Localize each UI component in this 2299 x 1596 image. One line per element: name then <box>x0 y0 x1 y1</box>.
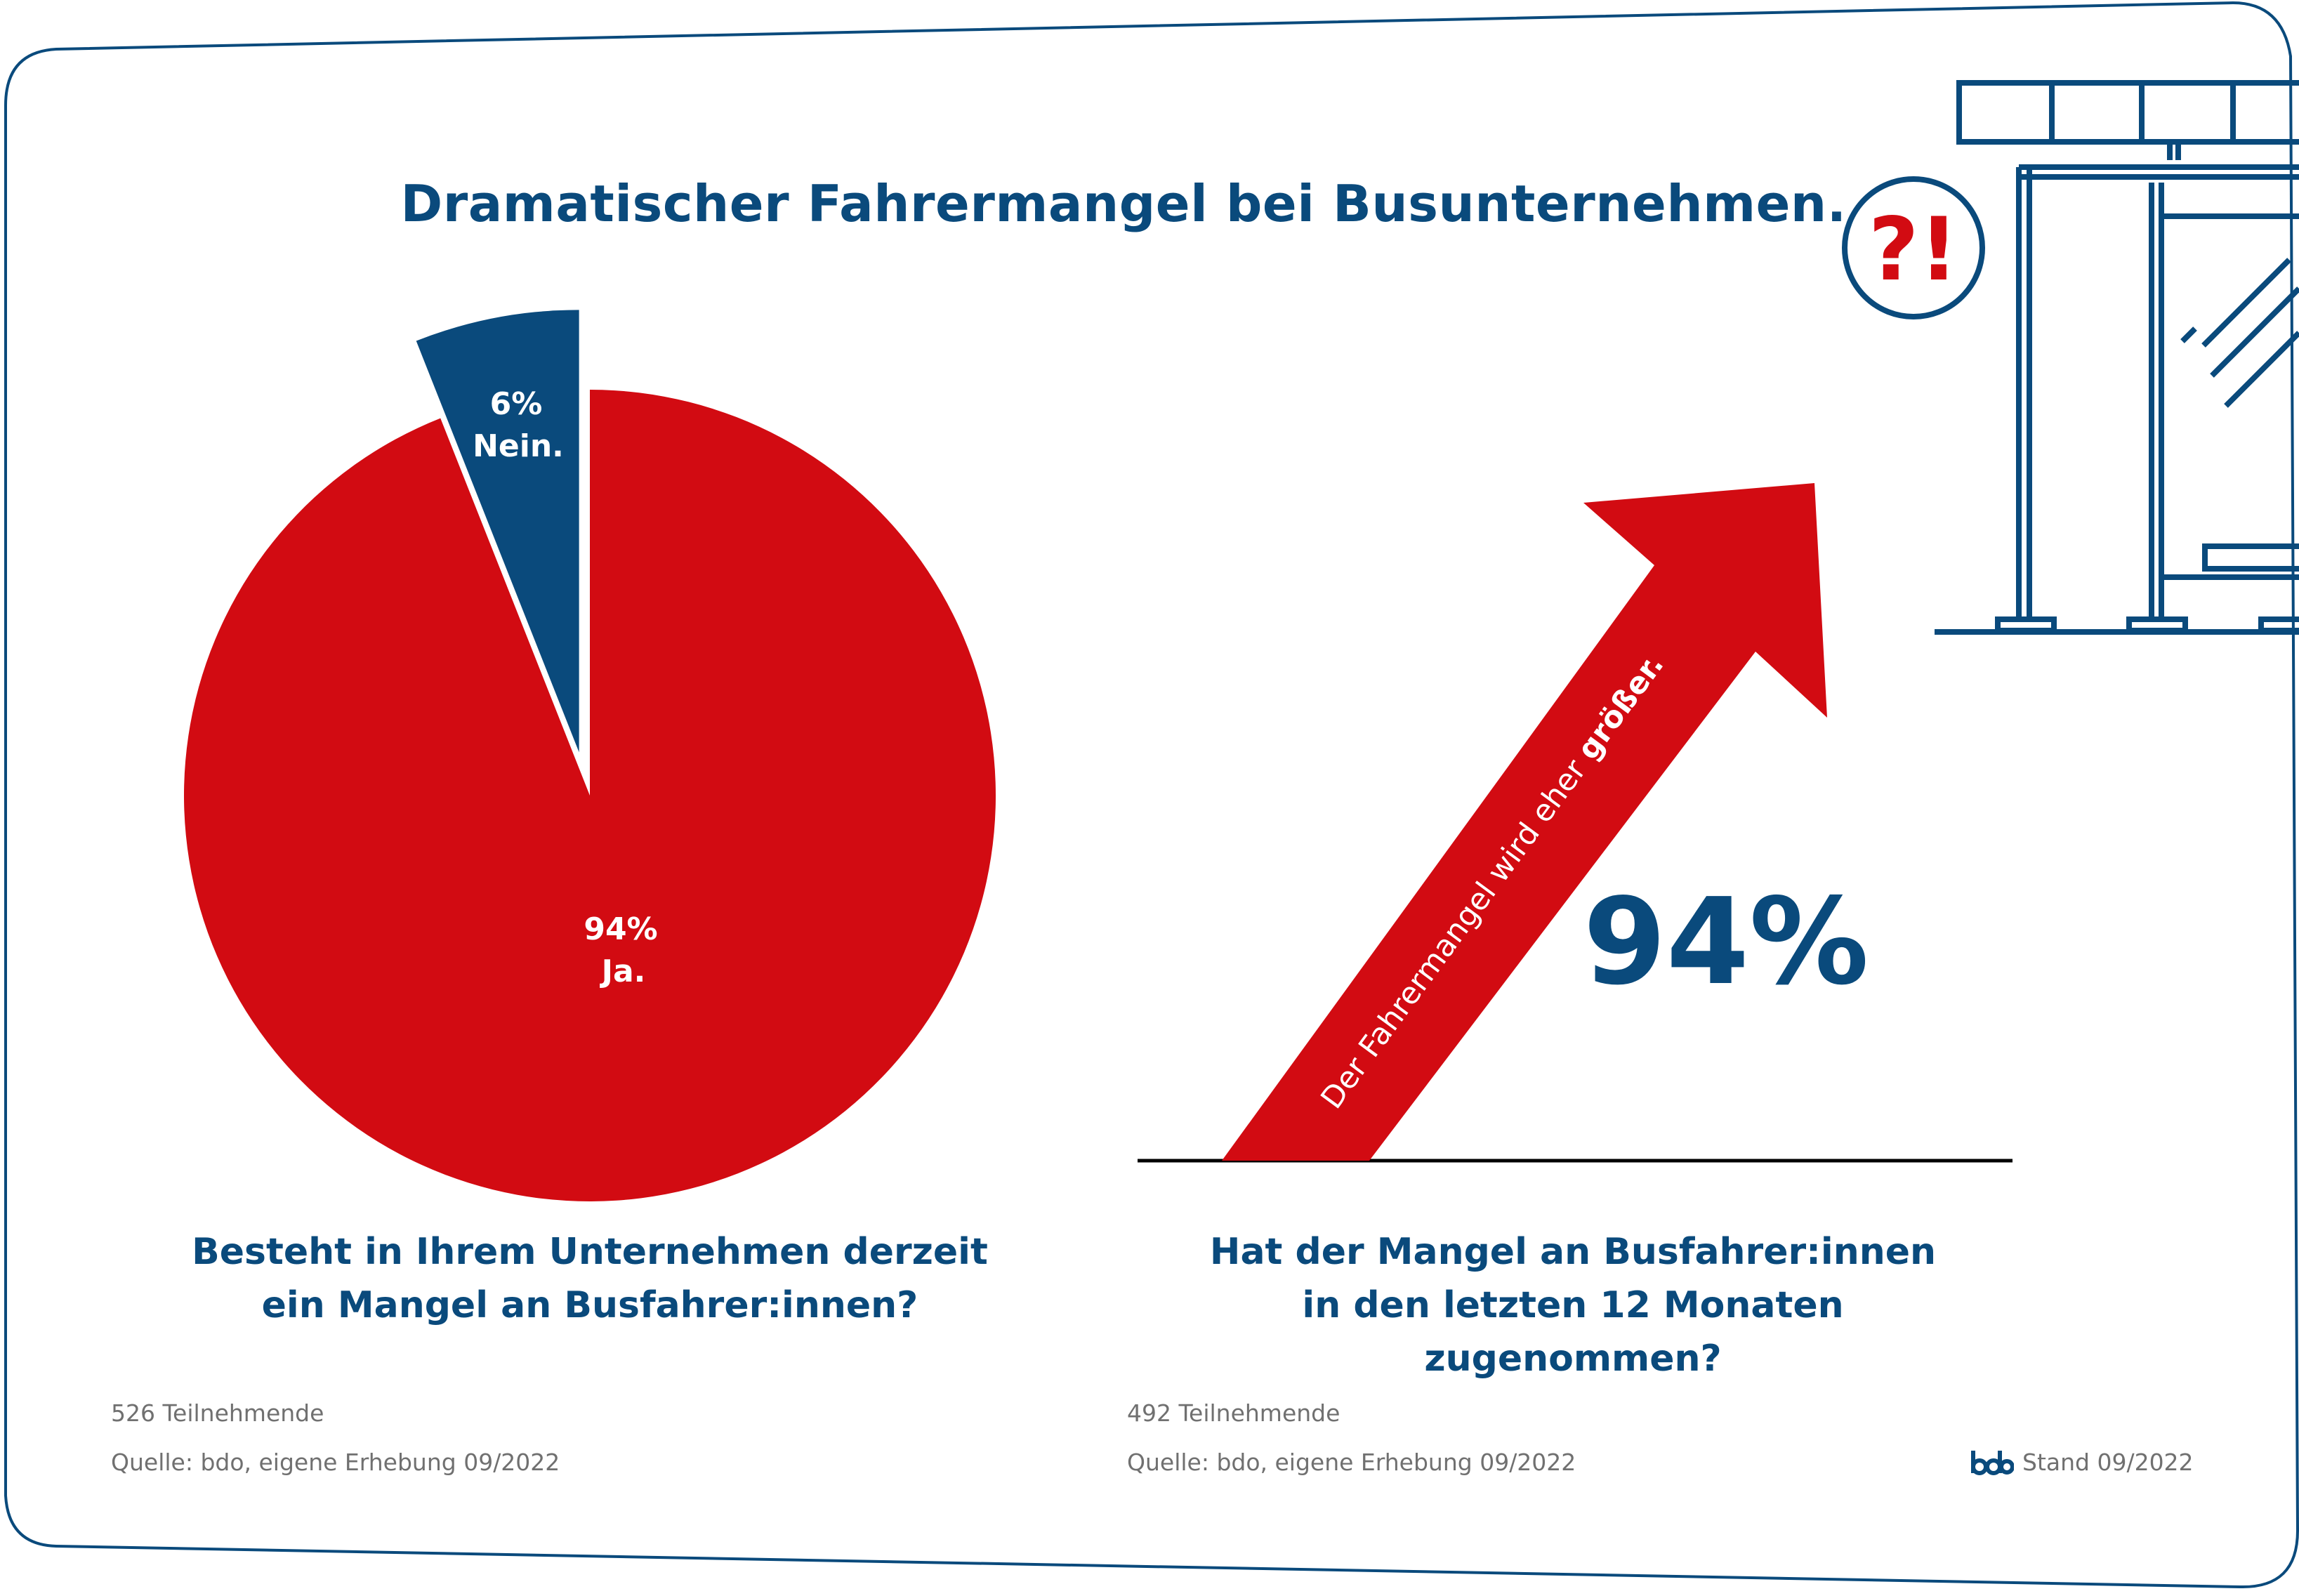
arrow-caption-prefix: Der Fahrermangel wird eher <box>1315 753 1594 1116</box>
pie-question: Besteht in Ihrem Unternehmen derzeit ein… <box>183 1225 997 1332</box>
pie-slice-nein <box>416 310 579 753</box>
pie-category-label-ja: Ja. <box>600 954 646 989</box>
page-title: Dramatischer Fahrermangel bei Busunterne… <box>400 174 1847 233</box>
bus-stop-icon <box>1935 80 2299 635</box>
arrow-source: Quelle: bdo, eigene Erhebung 09/2022 <box>1127 1449 1576 1476</box>
arrow-question: Hat der Mangel an Busfahrer:innen in den… <box>1152 1225 1994 1385</box>
pie-source: Quelle: bdo, eigene Erhebung 09/2022 <box>111 1449 560 1476</box>
question-exclamation-icon: ?! <box>1842 176 1985 319</box>
arrow-question-line-2: in den letzten 12 Monaten zugenommen? <box>1302 1284 1844 1380</box>
pie-value-label-ja: 94% <box>584 911 657 947</box>
pie-participants: 526 Teilnehmende <box>111 1399 324 1427</box>
big-value-label: 94% <box>1583 873 1869 1012</box>
pie-question-line-1: Besteht in Ihrem Unternehmen derzeit <box>192 1231 988 1273</box>
pie-value-label-nein: 6% <box>490 386 543 422</box>
growth-arrow <box>1222 483 1827 1161</box>
arrow-participants: 492 Teilnehmende <box>1127 1399 1340 1427</box>
pie-category-label-nein: Nein. <box>473 428 564 464</box>
stand-date: Stand 09/2022 <box>2022 1449 2194 1476</box>
bdo-logo <box>1971 1451 2014 1475</box>
pie-question-line-2: ein Mangel an Busfahrer:innen? <box>261 1284 918 1326</box>
alert-symbol: ?! <box>1869 199 1958 301</box>
arrow-question-line-1: Hat der Mangel an Busfahrer:innen <box>1209 1231 1937 1273</box>
pie-slice-ja <box>183 390 996 1201</box>
